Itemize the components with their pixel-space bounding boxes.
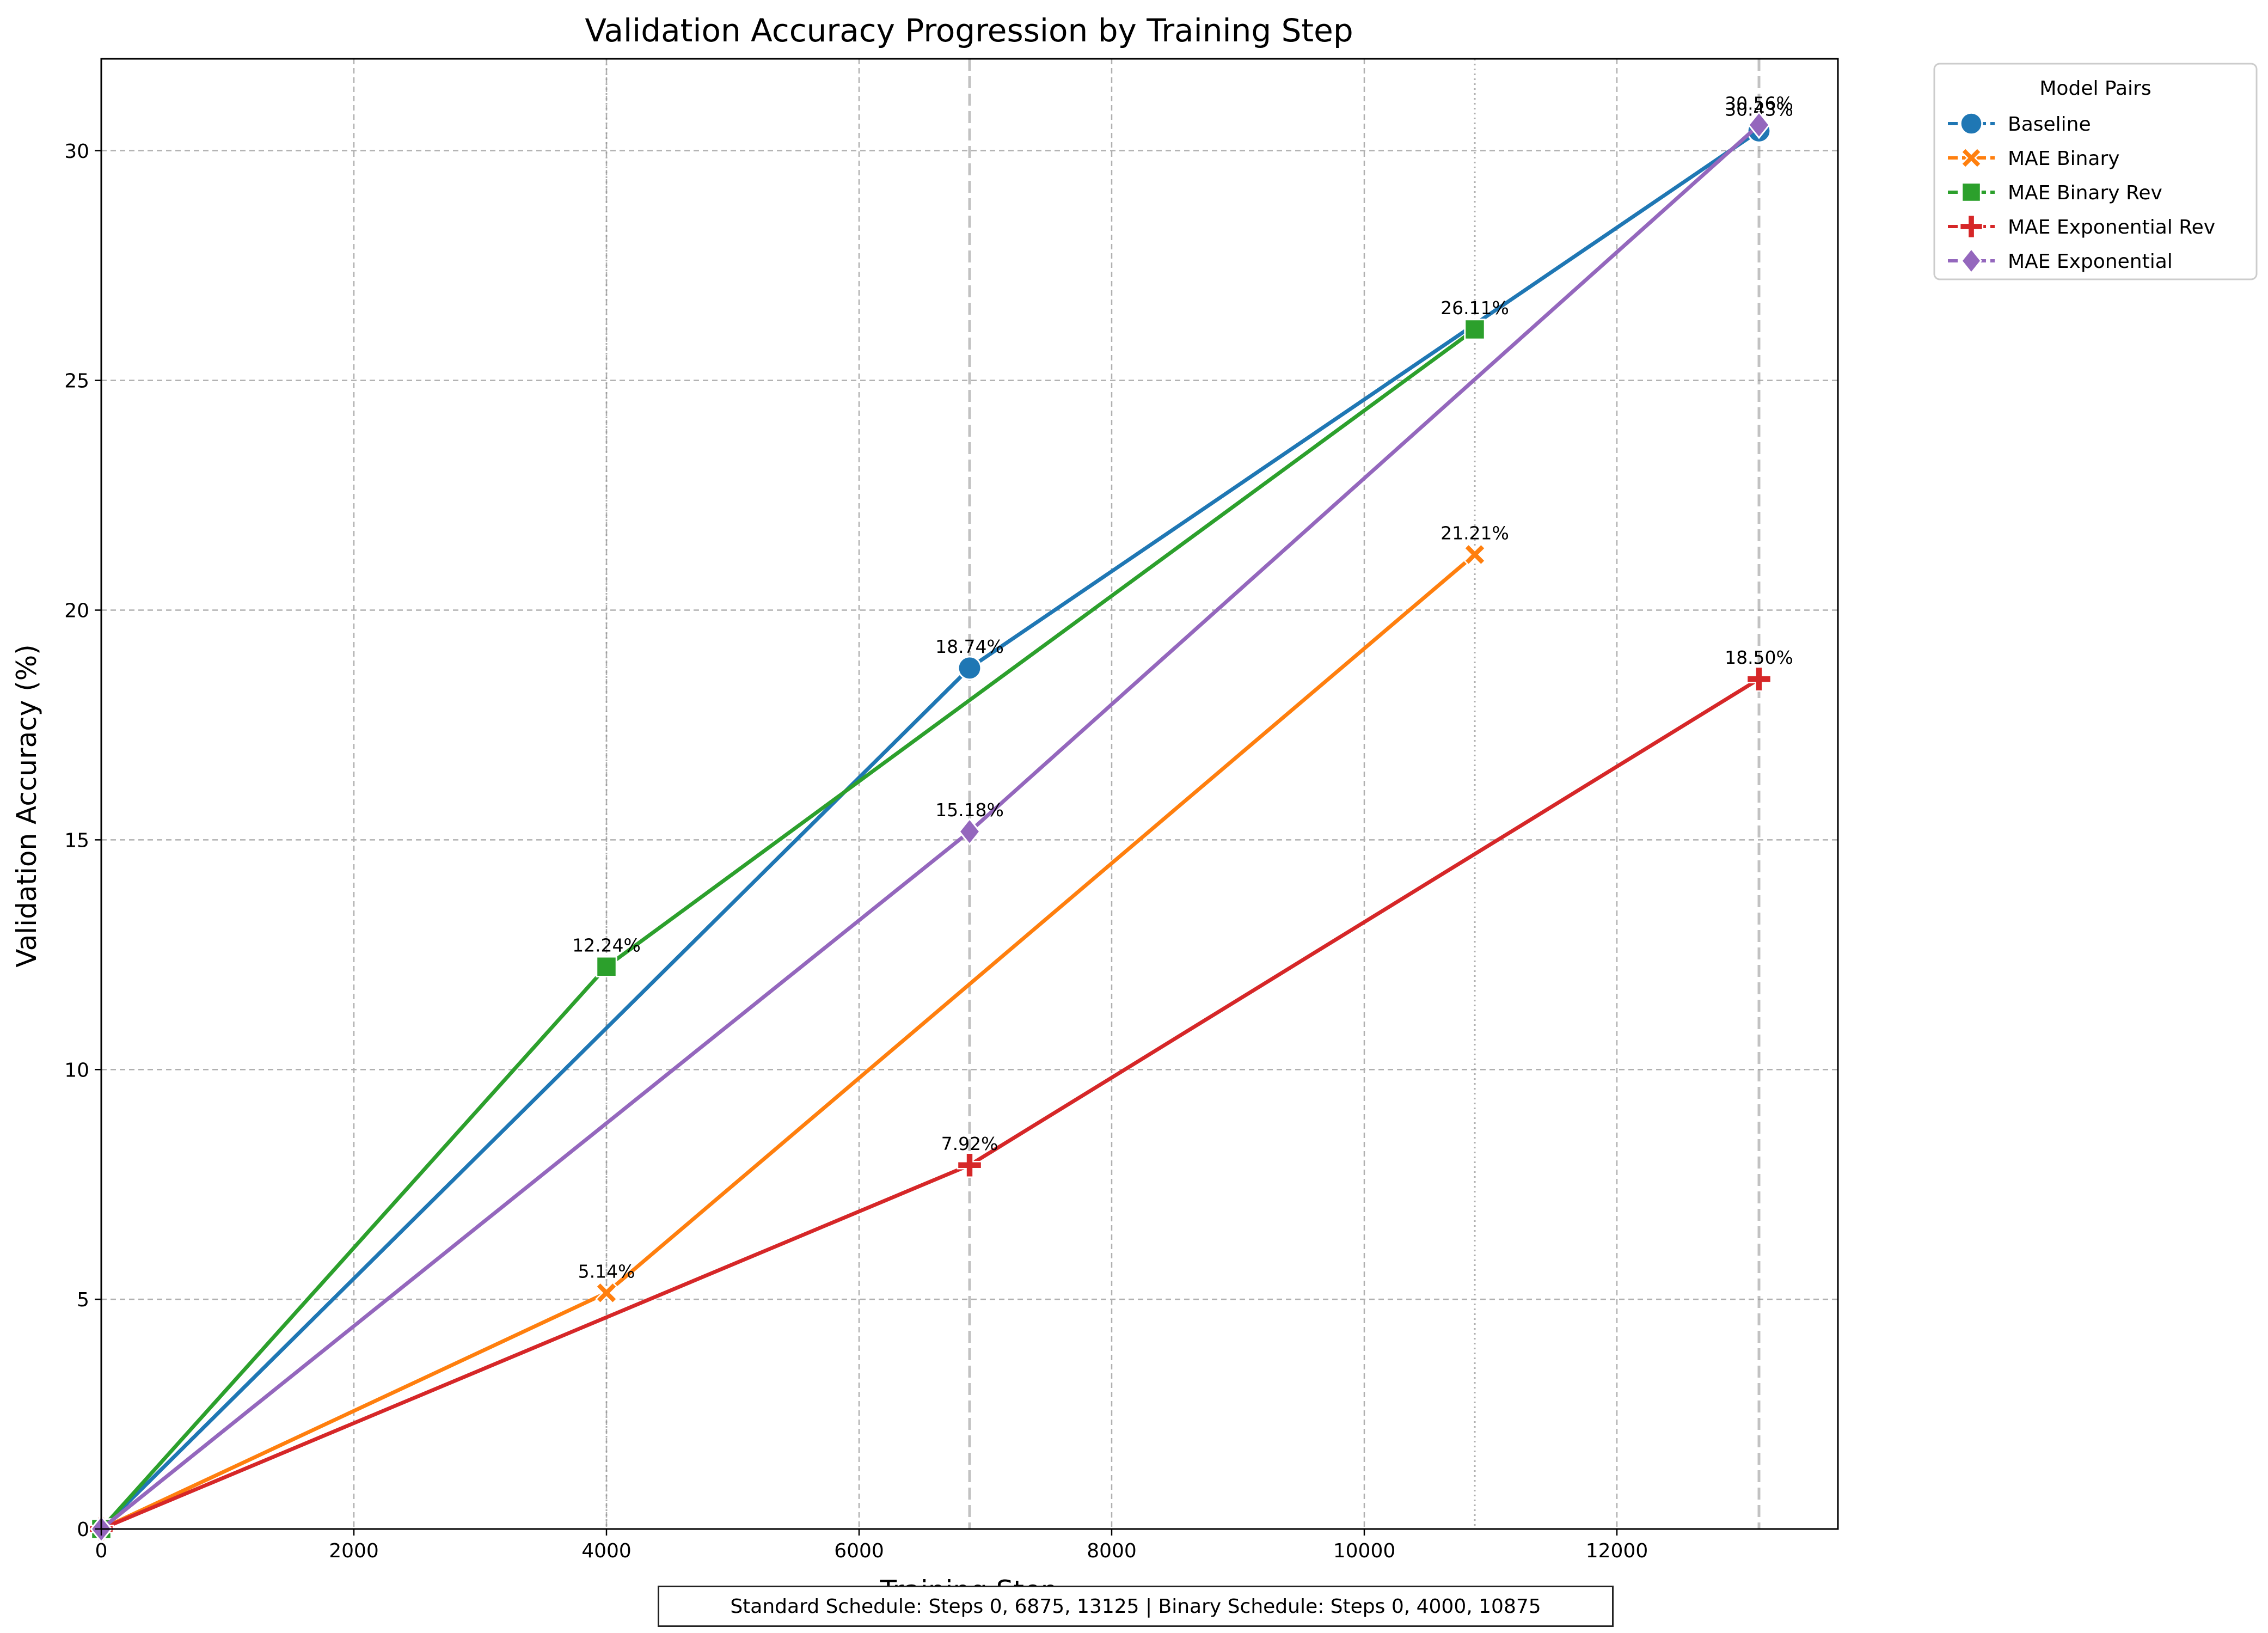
- plot-frame: [100, 58, 1839, 1530]
- x-tick-label: 12000: [1586, 1540, 1648, 1562]
- series: 18.74%30.43%5.14%21.21%12.24%26.11%7.92%…: [88, 93, 1793, 1543]
- legend-label: Baseline: [2008, 113, 2091, 136]
- x-tick-label: 0: [95, 1540, 108, 1562]
- legend-item: MAE Binary Rev: [1948, 182, 2162, 204]
- data-point: [596, 956, 617, 977]
- y-tick-label: 30: [64, 140, 89, 163]
- series-mae-exponential-rev: 7.92% 18.50%: [88, 647, 1793, 1542]
- x-tick-label: 2000: [329, 1540, 379, 1562]
- series-line: [99, 327, 1477, 1531]
- y-tick-label: 15: [64, 829, 89, 852]
- schedule-footnote: Standard Schedule: Steps 0, 6875, 13125 …: [658, 1586, 1614, 1627]
- legend-item: Baseline: [1948, 112, 2091, 136]
- legend-label: MAE Binary: [2008, 148, 2120, 170]
- data-point: [1464, 319, 1486, 340]
- legend: Model Pairs Baseline MAE Binary MAE Binary…: [1933, 63, 2258, 280]
- data-point: [957, 656, 982, 681]
- data-label: 26.11%: [1441, 297, 1509, 319]
- data-label: 18.50%: [1725, 647, 1793, 668]
- data-label: 12.24%: [572, 934, 641, 956]
- x-tick-label: 8000: [1087, 1540, 1137, 1562]
- y-tick-label: 25: [64, 370, 89, 393]
- legend-item: MAE Exponential Rev: [1948, 214, 2215, 239]
- y-axis-label: Validation Accuracy (%): [11, 644, 42, 967]
- data-label: 30.56%: [1725, 93, 1793, 114]
- schedule-lines: [605, 59, 1761, 1529]
- legend-item: MAE Binary: [1948, 147, 2120, 170]
- series-line: [99, 552, 1477, 1531]
- legend-swatch-marker: [1959, 112, 1983, 136]
- data-label: 15.18%: [935, 799, 1004, 821]
- legend-item: MAE Exponential: [1948, 247, 2173, 274]
- series-mae-binary: 5.14% 21.21%: [90, 522, 1509, 1540]
- legend-items: Baseline MAE Binary MAE Binary Rev MAE Expo…: [1948, 112, 2215, 274]
- data-point: [957, 1152, 983, 1178]
- legend-frame: [1933, 63, 2258, 280]
- data-label: 7.92%: [941, 1133, 998, 1154]
- legend-swatch-marker: [1960, 247, 1982, 274]
- chart-title: Validation Accuracy Progression by Train…: [585, 12, 1353, 49]
- legend-swatch-marker: [1960, 147, 1982, 169]
- legend-label: MAE Exponential: [2008, 250, 2173, 273]
- data-label: 18.74%: [935, 636, 1004, 657]
- axis-ticks: 0 2000 4000 6000 8000 10000 12000 0 5 10 15 20 25 30: [64, 140, 1648, 1562]
- x-tick-label: 6000: [834, 1540, 884, 1562]
- data-point: [1748, 111, 1770, 139]
- series-line: [99, 123, 1761, 1531]
- legend-label: MAE Binary Rev: [2008, 182, 2162, 204]
- data-label: 21.21%: [1441, 522, 1509, 543]
- legend-swatch-marker: [1959, 214, 1984, 239]
- x-tick-label: 10000: [1333, 1540, 1396, 1562]
- data-point: [1463, 543, 1486, 566]
- x-tick-label: 4000: [581, 1540, 632, 1562]
- series-mae-binary-rev: 12.24% 26.11%: [90, 297, 1509, 1540]
- data-point: [1746, 666, 1772, 692]
- legend-label: MAE Exponential Rev: [2008, 216, 2215, 238]
- y-tick-label: 5: [77, 1289, 89, 1311]
- series-mae-exponential: 15.18% 30.56%: [90, 93, 1793, 1543]
- data-label: 5.14%: [578, 1261, 635, 1282]
- legend-swatch-marker: [1961, 182, 1982, 203]
- data-point: [958, 817, 981, 846]
- y-tick-label: 10: [64, 1059, 89, 1081]
- y-tick-label: 20: [64, 600, 89, 622]
- series-line: [99, 677, 1761, 1531]
- y-tick-label: 0: [77, 1519, 89, 1541]
- data-point: [595, 1281, 618, 1305]
- legend-title: Model Pairs: [2039, 77, 2151, 100]
